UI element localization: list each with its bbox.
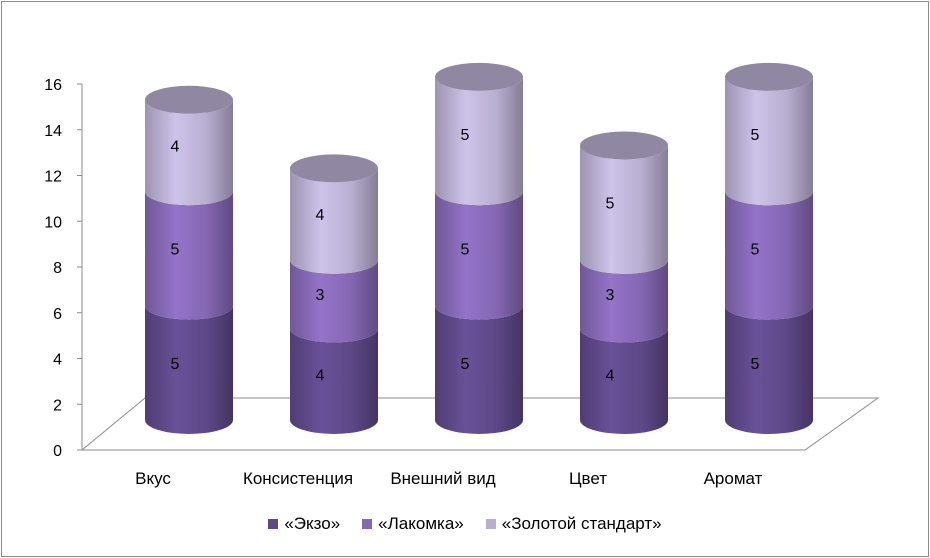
y-tick-label: 12 — [44, 169, 62, 186]
bar-segment — [725, 76, 813, 206]
bar-segment — [435, 305, 523, 434]
bar-top-cap — [145, 85, 233, 114]
data-label: 5 — [461, 241, 470, 258]
data-label: 5 — [751, 356, 760, 373]
data-label: 4 — [171, 139, 180, 156]
legend-swatch — [362, 519, 373, 529]
legend-label: «Золотой стандарт» — [501, 514, 662, 533]
data-label: 5 — [171, 356, 180, 373]
y-tick-label: 2 — [53, 397, 62, 414]
bar-segment — [580, 259, 669, 343]
y-tick-label: 0 — [53, 443, 62, 460]
legend-item: «Экзо» — [268, 514, 340, 534]
legend-swatch — [485, 519, 496, 529]
legend-label: «Лакомка» — [378, 514, 464, 533]
data-label: 4 — [606, 367, 615, 384]
data-label: 5 — [461, 127, 470, 144]
data-label: 5 — [461, 356, 470, 373]
bar-top-cap — [725, 62, 813, 91]
data-label: 4 — [316, 207, 325, 224]
bar-segment — [145, 191, 233, 320]
x-category-label: Цвет — [569, 469, 607, 488]
data-label: 5 — [751, 127, 760, 144]
data-label: 5 — [606, 196, 615, 213]
bar-segment — [435, 76, 523, 206]
bar-group: 5 5 5 — [435, 62, 523, 434]
bar-group: 4 3 5 — [580, 131, 669, 434]
bar-segment — [145, 99, 233, 206]
bar-group: 4 3 4 — [290, 154, 378, 434]
bar-segment — [435, 191, 523, 320]
legend-item: «Лакомка» — [362, 514, 464, 534]
legend-item: «Золотой стандарт» — [485, 514, 662, 534]
bar-top-cap — [435, 62, 523, 91]
x-category-label: Консистенция — [243, 469, 353, 488]
bar-segment — [725, 305, 813, 434]
bar-segment — [580, 145, 669, 274]
y-tick-label: 6 — [53, 306, 62, 323]
bar-segment — [290, 168, 378, 274]
y-tick-label: 16 — [44, 77, 62, 94]
legend-label: «Экзо» — [284, 514, 341, 533]
bar-segment — [290, 259, 378, 343]
bar-segment — [725, 191, 813, 320]
legend: «Экзо» «Лакомка» «Золотой стандарт» — [0, 514, 930, 534]
x-category-label: Внешний вид — [390, 469, 495, 488]
legend-swatch — [268, 519, 279, 529]
data-label: 5 — [171, 241, 180, 258]
bar-segment — [580, 328, 669, 434]
data-label: 5 — [751, 241, 760, 258]
bar-segment — [145, 305, 233, 434]
x-category-label: Аромат — [704, 469, 763, 488]
bar-group: 5 5 5 — [725, 62, 813, 434]
y-tick-label: 10 — [44, 214, 62, 231]
data-label: 4 — [316, 367, 325, 384]
data-label: 3 — [316, 287, 325, 304]
bar-group: 5 5 4 — [145, 85, 233, 434]
bar-top-cap — [580, 131, 668, 160]
y-tick-label: 4 — [53, 352, 62, 369]
y-tick-label: 14 — [44, 123, 62, 140]
bar-top-cap — [290, 154, 378, 183]
y-tick-label: 8 — [53, 260, 62, 277]
bar-segment — [290, 328, 378, 434]
x-category-label: Вкус — [135, 469, 171, 488]
data-label: 3 — [606, 287, 615, 304]
